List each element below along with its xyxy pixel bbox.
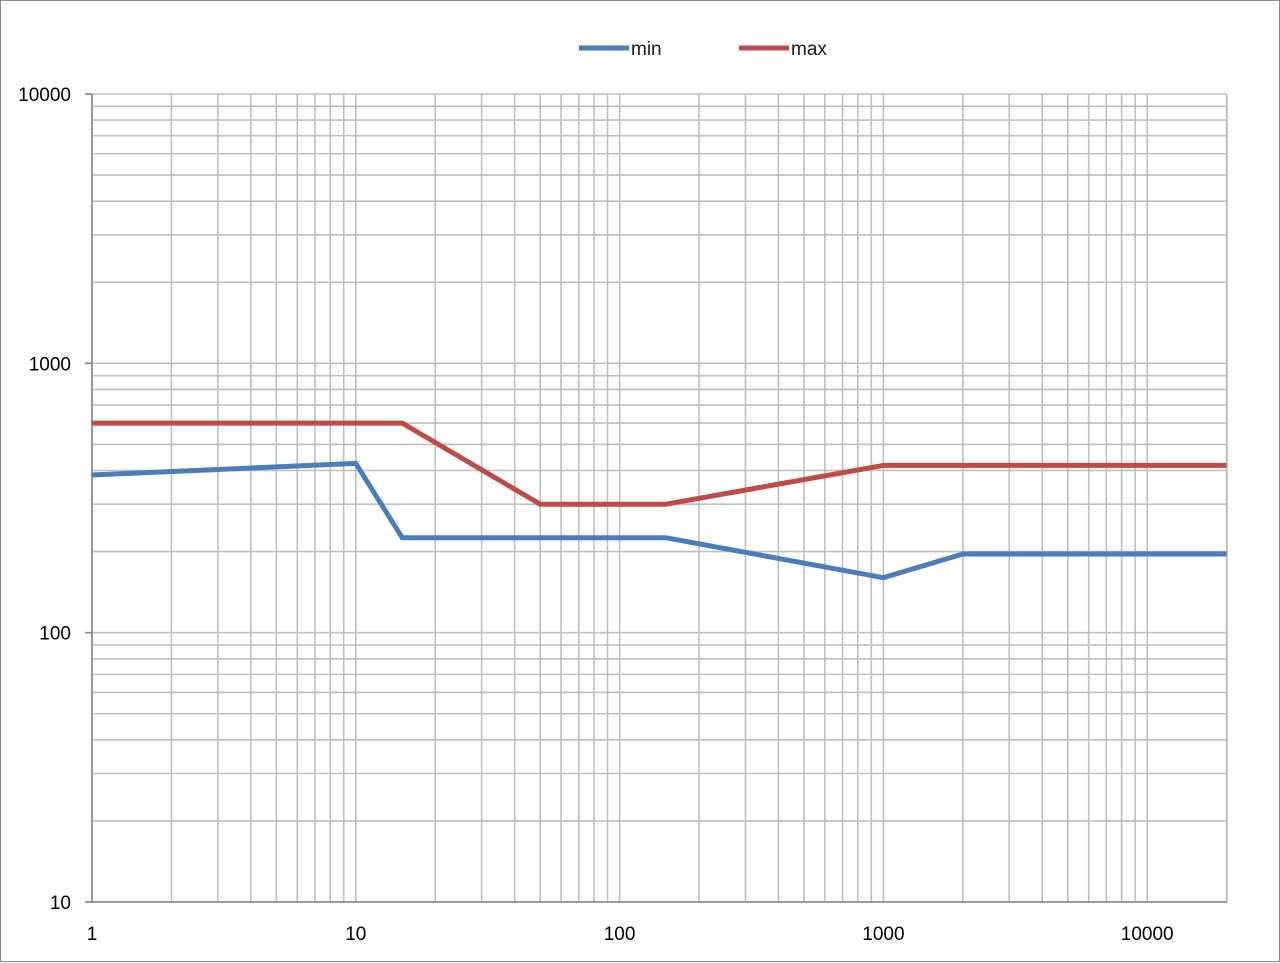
grid-lines <box>91 93 1228 903</box>
series-line-min <box>91 460 1227 581</box>
y-tick-label: 1000 <box>29 354 71 375</box>
legend-label-min: min <box>631 39 662 60</box>
legend: min max <box>579 39 827 60</box>
y-tick-label: 100 <box>39 624 71 645</box>
x-tick-label: 100 <box>604 924 636 945</box>
y-tick-label: 10000 <box>18 85 71 106</box>
x-tick-label: 10000 <box>1121 924 1174 945</box>
y-tick-label: 10 <box>50 893 71 914</box>
x-tick-label: 10 <box>345 924 366 945</box>
series-lines <box>91 420 1227 581</box>
axes <box>85 93 1227 903</box>
tick-labels: 1 10 100 1000 10000 10 100 1000 10000 <box>18 85 1173 945</box>
x-tick-label: 1 <box>87 924 98 945</box>
legend-label-max: max <box>791 39 827 60</box>
series-line-max <box>92 420 1227 507</box>
x-tick-label: 1000 <box>862 924 904 945</box>
